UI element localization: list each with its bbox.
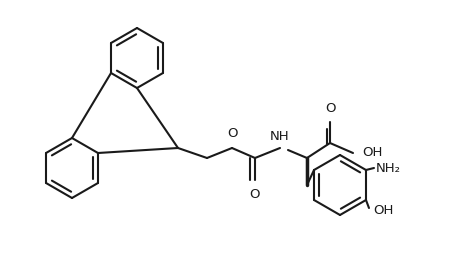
Text: OH: OH — [373, 204, 393, 218]
Text: OH: OH — [362, 147, 382, 160]
Text: O: O — [250, 188, 260, 201]
Text: O: O — [325, 102, 335, 115]
Text: NH: NH — [270, 130, 290, 143]
Text: NH₂: NH₂ — [376, 161, 401, 175]
Text: O: O — [227, 127, 237, 140]
